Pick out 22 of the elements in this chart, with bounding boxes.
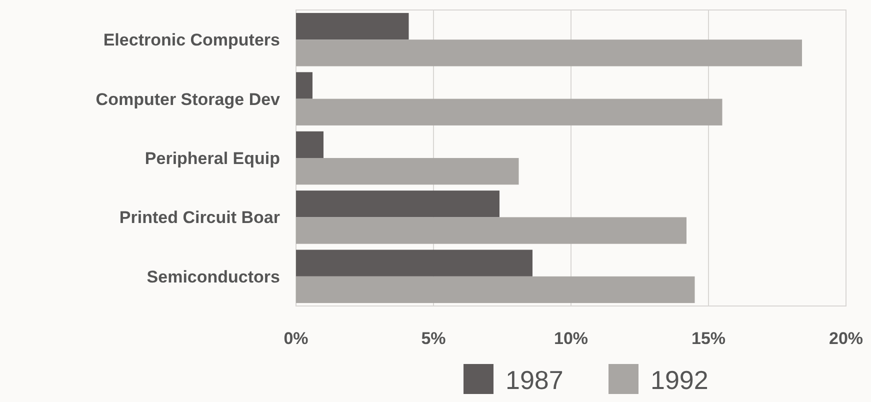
x-tick-label: 20% [828,329,864,348]
y-tick-label: Electronic Computers [103,30,280,50]
legend-label: 1987 [506,365,564,396]
x-tick-label: 0% [284,329,308,348]
x-tick-label: 15% [691,329,726,348]
bar [296,98,722,126]
y-tick-label: Peripheral Equip [144,148,280,168]
legend-label: 1992 [650,365,708,396]
bar [296,131,324,158]
bar [296,276,695,304]
bar [296,12,409,40]
y-tick-label: Printed Circuit Boar [119,208,280,228]
bar [296,250,532,276]
bar [296,158,519,185]
bar [296,40,802,66]
bar [296,190,500,218]
x-tick-label: 5% [421,329,446,348]
bar [296,217,686,244]
y-tick-label: Semiconductors [146,267,280,286]
y-tick-label: Computer Storage Dev [96,90,281,109]
x-tick-label: 10% [554,329,588,348]
bar [296,72,312,99]
